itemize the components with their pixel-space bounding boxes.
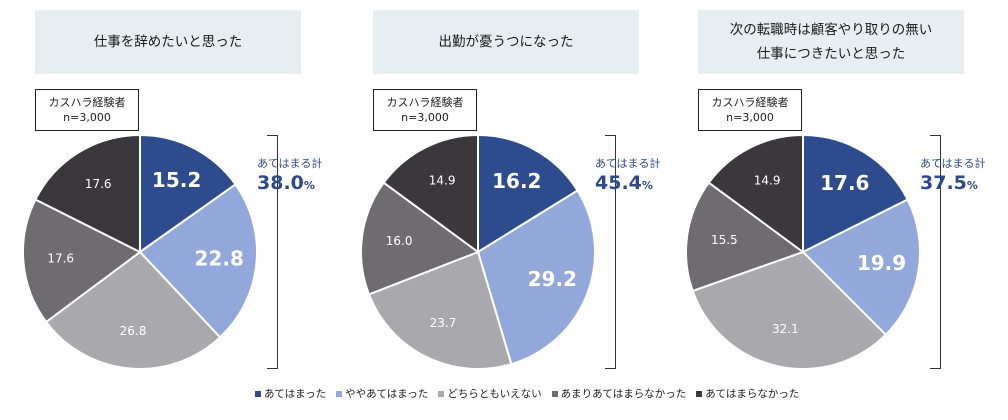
slice-value-label: 32.1 [772,322,799,336]
legend-label: どちらともいえない [447,388,542,400]
chart-title: 出勤が憂うつになった [373,10,639,74]
legend-swatch [438,390,445,397]
pie-slice-1 [802,133,909,254]
chart-legend: あてはまった ややあてはまった どちらともいえない あまりあてはまらなかった あてはまら… [255,386,799,401]
legend-swatch [696,390,703,397]
pie-slice-3 [44,250,222,370]
sample-size-line: n=3,000 [63,111,111,124]
legend-item: あてはまらなかった [696,386,799,401]
sample-size-box: カスハラ経験者 n=3,000 [35,89,139,131]
slice-value-label: 23.7 [430,316,457,330]
pie-slice-1 [477,133,579,254]
pie-slice-2 [138,183,258,339]
slice-value-label: 17.6 [85,177,112,191]
pie-slice-4 [360,181,481,296]
pie-slice-4 [22,198,142,324]
pie-slice-5 [707,133,804,254]
slice-value-label: 15.5 [711,233,738,247]
slice-value-label: 17.6 [47,252,74,266]
sample-size-box: カスハラ経験者 n=3,000 [373,89,477,131]
chart-title: 仕事を辞めたいと思った [35,10,301,74]
pie-panel-2: 出勤が憂うつになったカスハラ経験者 n=3,000 16.2 29.2 23.7 16.0… [360,0,703,400]
pie-panel-1: 仕事を辞めたいと思ったカスハラ経験者 n=3,000 15.2 22.8 26.8 17.… [22,0,365,400]
pie-slice-1 [139,133,237,254]
legend-swatch [336,390,343,397]
slice-value-label: 26.8 [120,324,147,338]
pie-slice-2 [801,198,921,337]
total-agree-number: 37.5 [920,172,967,194]
pie-slice-4 [685,181,806,293]
slice-value-label: 16.2 [492,169,541,193]
total-agree-label: あてはまる計 [920,157,986,170]
total-agree-unit: % [303,179,315,192]
slice-value-label: 15.2 [152,168,201,192]
bracket-line [267,135,278,369]
total-agree-value: 38.0% [257,172,315,194]
pie-slice-5 [382,133,479,254]
sample-size-line: カスハラ経験者 [711,96,789,109]
legend-swatch [551,390,558,397]
slice-value-label: 17.6 [820,171,869,195]
total-agree-unit: % [966,179,978,192]
total-agree-number: 38.0 [257,172,304,194]
sample-size-line: n=3,000 [726,111,774,124]
slice-value-label: 14.9 [429,174,456,188]
total-agree-value: 37.5% [920,172,978,194]
total-agree-label: あてはまる計 [595,157,661,170]
sample-size-line: カスハラ経験者 [48,96,126,109]
legend-label: あまりあてはまらなかった [560,388,687,400]
legend-item: どちらともいえない [438,386,542,401]
pie-slice-3 [691,250,888,370]
sample-size-line: n=3,000 [401,111,449,124]
legend-swatch [255,390,261,397]
legend-label: ややあてはまった [345,388,429,400]
slice-value-label: 29.2 [528,267,577,291]
total-agree-unit: % [641,179,653,192]
pie-chart: 17.6 19.9 32.1 15.5 14.9 [685,133,921,370]
slice-value-label: 14.9 [754,174,781,188]
pie-slice-2 [476,189,596,366]
slice-value-label: 22.8 [195,247,244,271]
sample-size-box: カスハラ経験者 n=3,000 [698,89,802,131]
pie-chart: 15.2 22.8 26.8 17.6 17.6 [22,133,258,370]
sample-size-line: カスハラ経験者 [386,96,464,109]
slice-value-label: 19.9 [857,251,906,275]
legend-label: あてはまった [264,388,327,400]
chart-title: 次の転職時は顧客やり取りの無い 仕事につきたいと思った [698,10,964,74]
bracket-line [930,135,941,369]
slice-value-label: 16.0 [386,234,413,248]
pie-slice-5 [34,133,141,254]
total-agree-label: あてはまる計 [257,157,323,170]
legend-item: あまりあてはまらなかった [551,386,687,401]
legend-item: あてはまった [255,386,326,401]
pie-panel-3: 次の転職時は顧客やり取りの無い 仕事につきたいと思ったカスハラ経験者 n=3,00… [685,0,1008,400]
pie-chart: 16.2 29.2 23.7 16.0 14.9 [360,133,596,370]
legend-label: あてはまらなかった [705,388,800,400]
legend-item: ややあてはまった [336,386,428,401]
total-agree-number: 45.4 [595,172,642,194]
bracket-line [605,135,616,369]
total-agree-value: 45.4% [595,172,653,194]
